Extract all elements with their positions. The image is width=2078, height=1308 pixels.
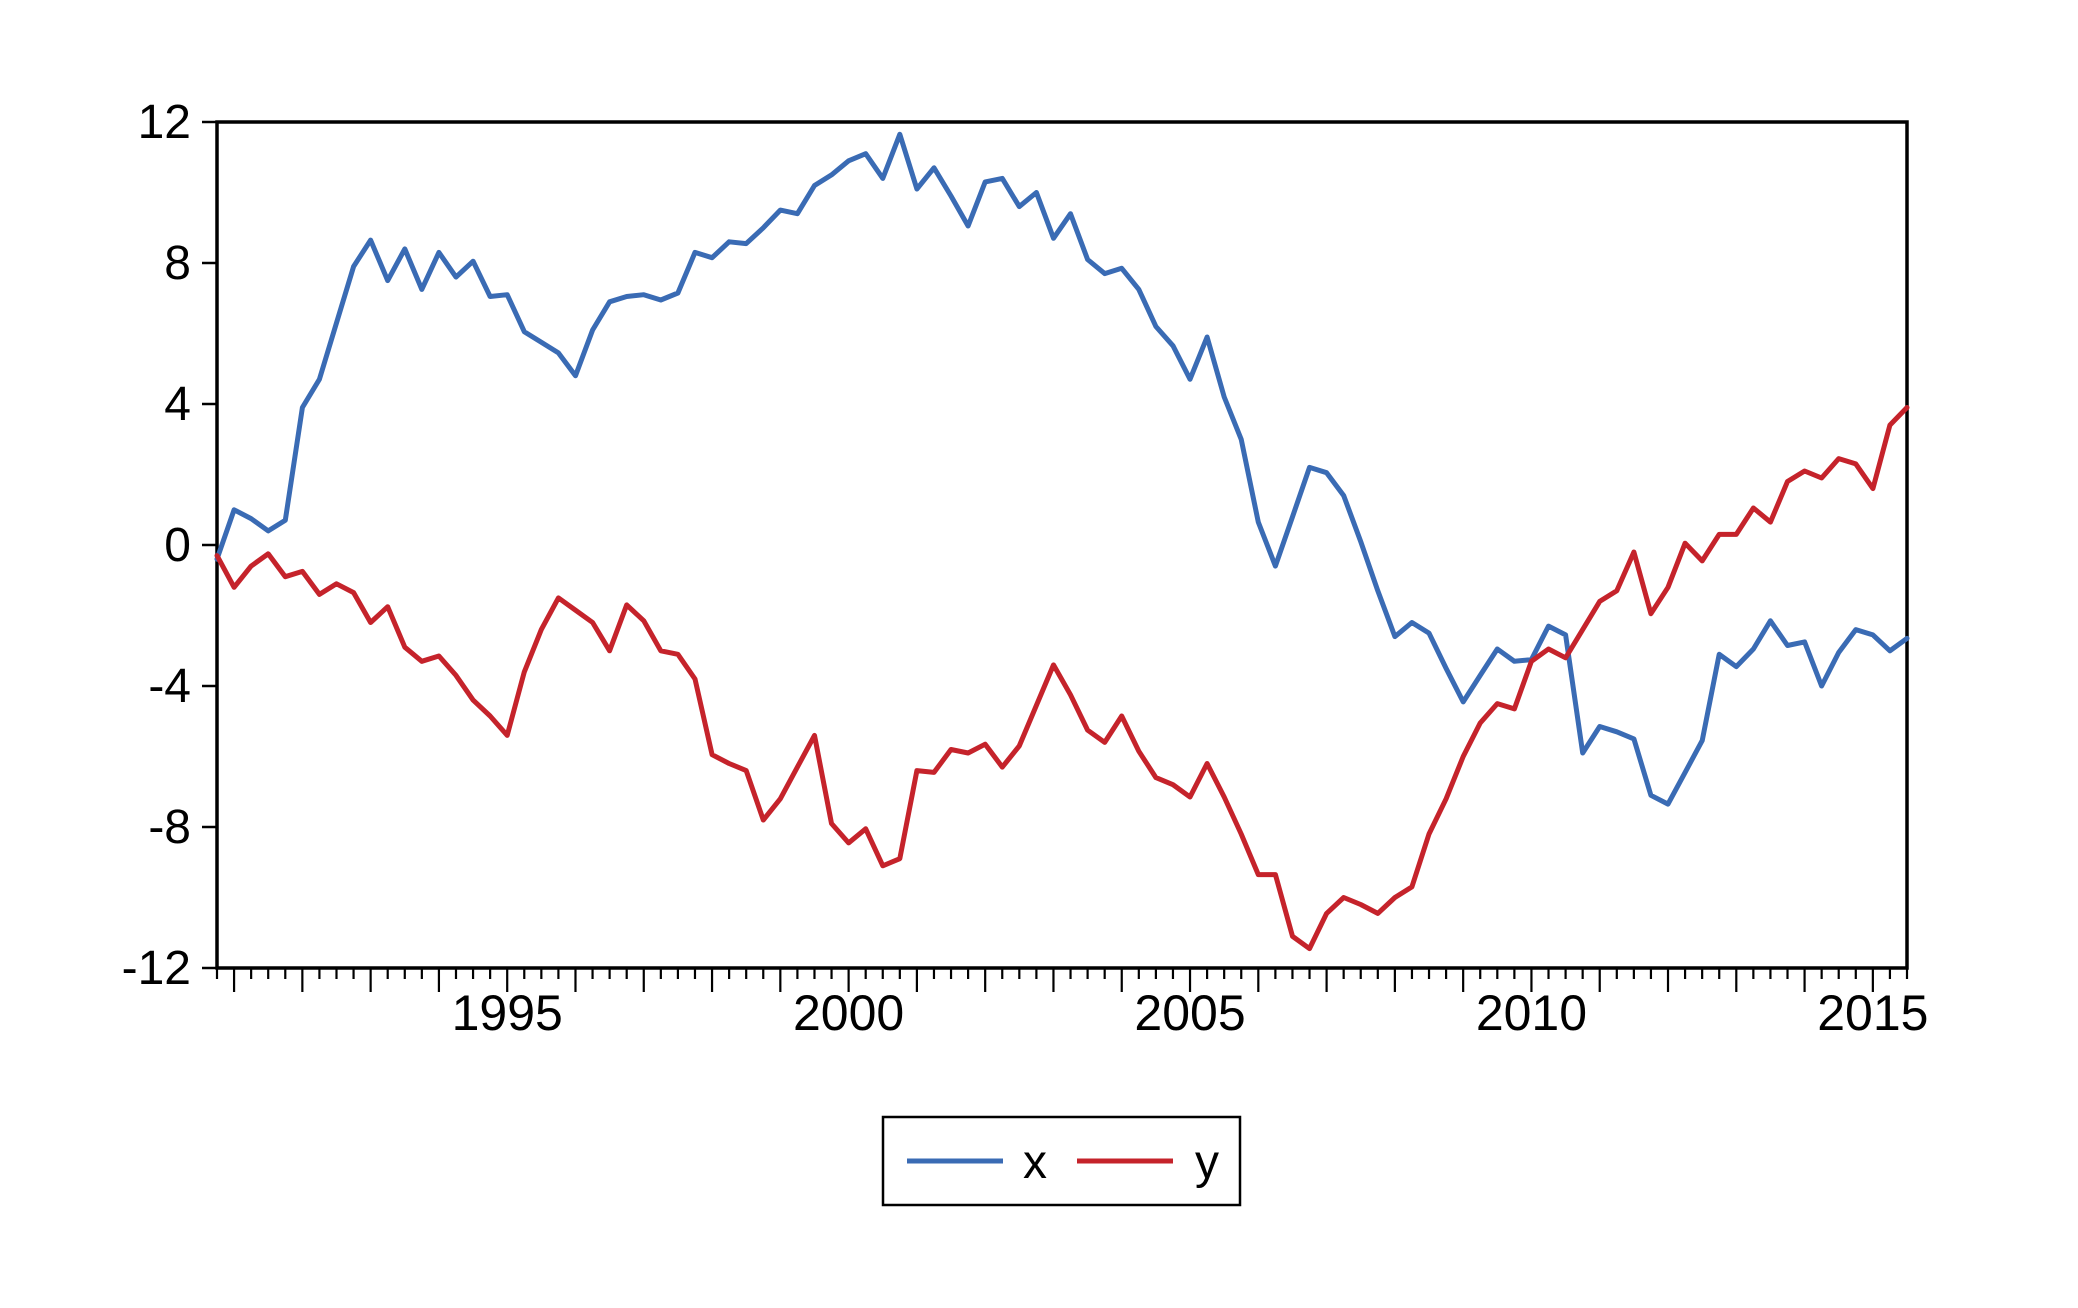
legend: x y: [881, 1115, 1242, 1207]
legend-label-x: x: [1023, 1136, 1047, 1189]
x-tick-label: 1995: [452, 985, 563, 1041]
legend-label-y: y: [1195, 1136, 1219, 1189]
y-tick-label: -4: [148, 660, 191, 713]
y-tick-label: 4: [164, 378, 191, 431]
series-lines: [214, 131, 1910, 952]
y-tick-label: 0: [164, 519, 191, 572]
y-axis: -12 -8 -4 0 4 8 12: [122, 96, 217, 995]
x-tick-label: 2015: [1817, 985, 1928, 1041]
y-tick-label: 12: [138, 96, 191, 149]
y-tick-label: -8: [148, 801, 191, 854]
y-series-line: [214, 405, 1910, 952]
x-tick-label: 2010: [1476, 985, 1587, 1041]
x-series-line: [214, 131, 1910, 807]
x-axis: 1995 2000 2005 2010 2015: [215, 968, 1928, 1041]
y-tick-label: 8: [164, 237, 191, 290]
x-tick-label: 2000: [793, 985, 904, 1041]
plot-area-border: [215, 120, 1909, 970]
y-tick-label: -12: [122, 942, 191, 995]
x-tick-label: 2005: [1134, 985, 1245, 1041]
